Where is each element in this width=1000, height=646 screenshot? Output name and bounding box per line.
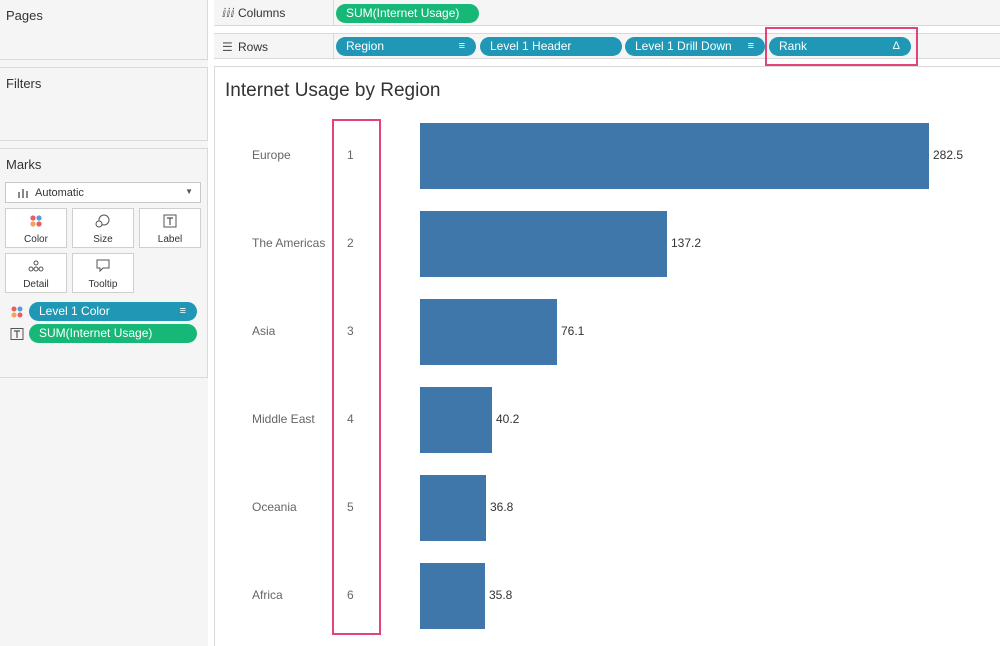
- sum-internet-usage-marks-pill-label: SUM(Internet Usage): [39, 326, 153, 340]
- mark-type-dropdown[interactable]: Automatic ▼: [5, 182, 201, 203]
- pages-card[interactable]: Pages: [0, 0, 208, 60]
- marks-title: Marks: [6, 157, 42, 172]
- pages-title: Pages: [6, 8, 43, 23]
- bar[interactable]: [420, 211, 667, 277]
- sort-icon: ≡: [179, 305, 186, 317]
- bar-chart-icon: [18, 189, 28, 198]
- marks-size-label: Size: [93, 234, 113, 245]
- sum-internet-usage-marks-pill[interactable]: SUM(Internet Usage): [29, 324, 197, 343]
- sort-icon: ≡: [458, 40, 465, 52]
- label-text-icon: [140, 213, 200, 229]
- rank-label: 4: [347, 412, 354, 426]
- sum-internet-usage-column-pill[interactable]: SUM(Internet Usage): [336, 4, 479, 23]
- bar-value-label: 35.8: [489, 588, 513, 602]
- color-dots-icon: [6, 213, 66, 229]
- chart-view: Internet Usage by Region Europe 1 282.5 The…: [214, 66, 1000, 646]
- rank-label: 3: [347, 324, 354, 338]
- chevron-down-icon: ▼: [185, 187, 193, 196]
- marks-color-button[interactable]: Color: [5, 208, 67, 248]
- delta-icon: Δ: [892, 40, 900, 52]
- marks-tooltip-button[interactable]: Tooltip: [72, 253, 134, 293]
- marks-pill-row-color: Level 1 Color ≡: [8, 302, 198, 322]
- region-label: Oceania: [252, 500, 297, 514]
- rank-row-pill-label: Rank: [779, 39, 808, 53]
- rank-label: 6: [347, 588, 354, 602]
- bar-value-label: 36.8: [490, 500, 514, 514]
- marks-pill-row-label: SUM(Internet Usage): [8, 324, 198, 344]
- bar[interactable]: [420, 299, 557, 365]
- bar[interactable]: [420, 475, 486, 541]
- marks-tooltip-label: Tooltip: [88, 279, 118, 290]
- region-label: The Americas: [252, 236, 326, 250]
- region-row-pill-label: Region: [346, 39, 385, 53]
- rows-icon: ☰: [222, 40, 233, 54]
- bar[interactable]: [420, 563, 485, 629]
- rows-label: Rows: [238, 40, 269, 54]
- bar-value-label: 137.2: [671, 236, 702, 250]
- columns-shelf[interactable]: ⅈⅈⅈ Columns SUM(Internet Usage): [214, 0, 1000, 26]
- sort-descending-icon: ≡: [747, 40, 754, 52]
- label-text-icon: [10, 328, 24, 340]
- columns-shelf-label: ⅈⅈⅈ Columns: [214, 0, 334, 26]
- tooltip-bubble-icon: [73, 258, 133, 274]
- rank-label: 2: [347, 236, 354, 250]
- marks-detail-button[interactable]: Detail: [5, 253, 67, 293]
- rank-column-highlight: [332, 119, 381, 635]
- region-label: Middle East: [252, 412, 315, 426]
- chart-title: Internet Usage by Region: [225, 80, 441, 101]
- level-1-header-row-pill-label: Level 1 Header: [490, 39, 572, 53]
- rows-shelf-label: ☰ Rows: [214, 34, 334, 60]
- color-dots-icon: [11, 306, 23, 318]
- rows-shelf[interactable]: ☰ Rows Region ≡ Level 1 Header Level 1 D…: [214, 33, 1000, 60]
- columns-icon: ⅈⅈⅈ: [222, 6, 235, 20]
- rank-label: 1: [347, 148, 354, 162]
- level-1-drill-down-row-pill-label: Level 1 Drill Down: [635, 39, 732, 53]
- marks-label-label: Label: [157, 234, 183, 245]
- bar-value-label: 76.1: [561, 324, 585, 338]
- bar[interactable]: [420, 123, 929, 189]
- marks-label-button[interactable]: Label: [139, 208, 201, 248]
- level-1-color-pill[interactable]: Level 1 Color ≡: [29, 302, 197, 321]
- bar-value-label: 282.5: [933, 148, 964, 162]
- rank-label: 5: [347, 500, 354, 514]
- filters-card[interactable]: Filters: [0, 67, 208, 141]
- bar[interactable]: [420, 387, 492, 453]
- marks-size-button[interactable]: Size: [72, 208, 134, 248]
- marks-color-label: Color: [24, 234, 48, 245]
- region-row-pill[interactable]: Region ≡: [336, 37, 476, 56]
- level-1-drill-down-row-pill[interactable]: Level 1 Drill Down ≡: [625, 37, 765, 56]
- mark-type-value: Automatic: [35, 187, 84, 199]
- rank-pill-highlight: [765, 27, 918, 66]
- marks-detail-label: Detail: [23, 279, 49, 290]
- region-label: Africa: [252, 588, 283, 602]
- level-1-color-pill-label: Level 1 Color: [39, 304, 110, 318]
- bar-value-label: 40.2: [496, 412, 520, 426]
- sum-internet-usage-column-pill-label: SUM(Internet Usage): [346, 6, 460, 20]
- region-label: Europe: [252, 148, 291, 162]
- level-1-header-row-pill[interactable]: Level 1 Header: [480, 37, 622, 56]
- rank-row-pill[interactable]: Rank Δ: [769, 37, 911, 56]
- detail-dots-icon: [6, 258, 66, 274]
- filters-title: Filters: [6, 76, 42, 91]
- columns-label: Columns: [238, 6, 286, 20]
- marks-card: Marks Automatic ▼ Color Size: [0, 148, 208, 378]
- region-label: Asia: [252, 324, 276, 338]
- size-circles-icon: [73, 213, 133, 229]
